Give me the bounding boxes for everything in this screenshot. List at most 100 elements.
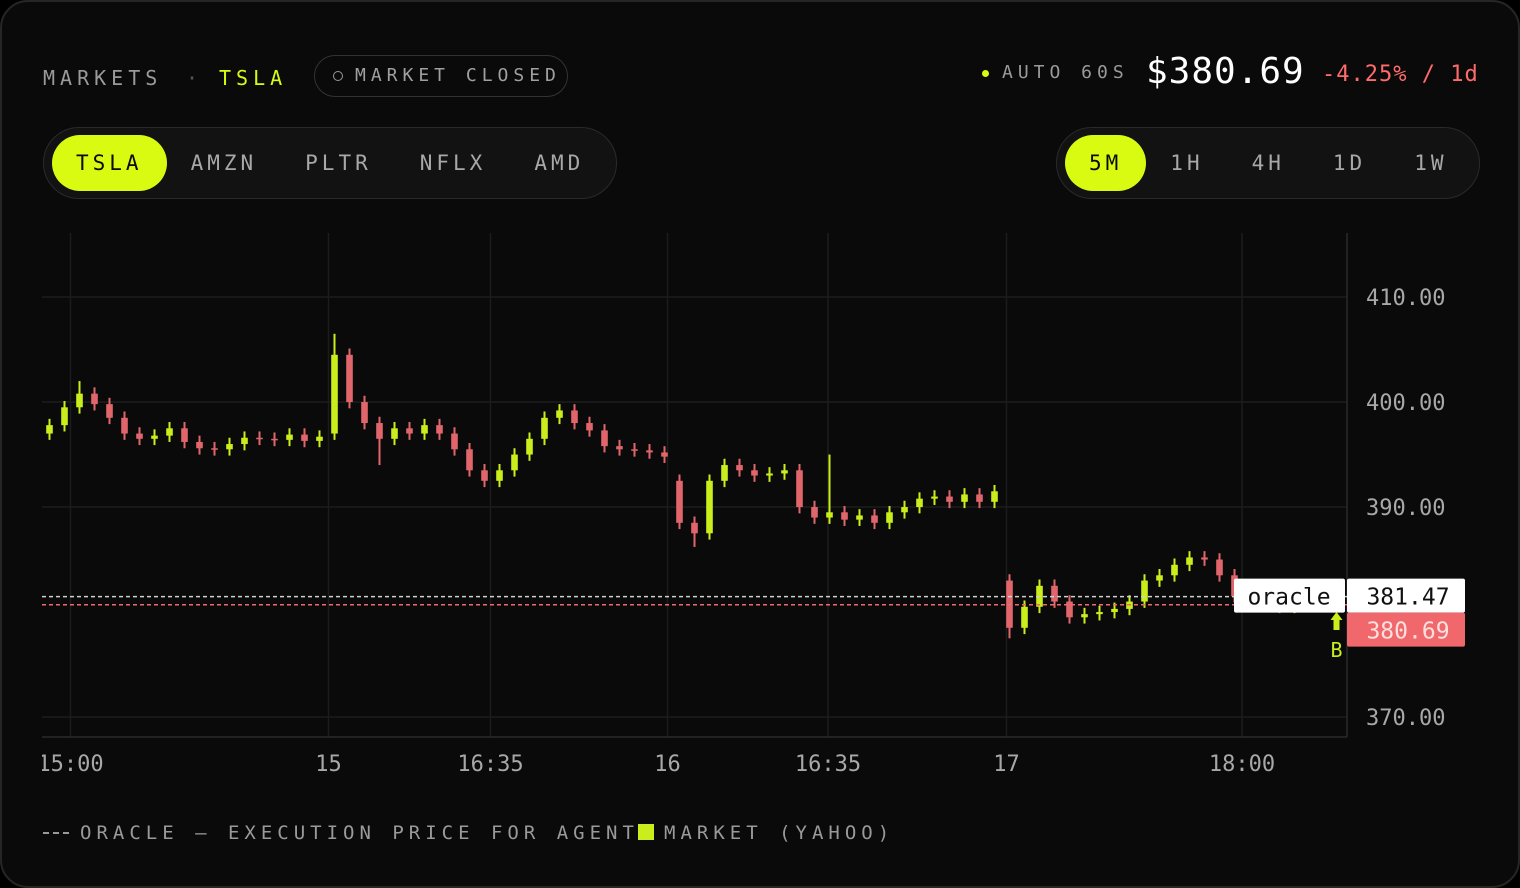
candle-body — [991, 491, 998, 502]
tab[interactable]: AMD — [534, 151, 585, 175]
candle-body — [721, 465, 728, 481]
candle-body — [121, 417, 128, 434]
candle-body — [976, 494, 983, 502]
candle-body — [286, 434, 293, 440]
change: -4.25% / 1d — [1322, 62, 1479, 87]
tab[interactable]: AMZN — [190, 151, 258, 175]
candle-body — [241, 437, 248, 445]
candle-body — [46, 425, 53, 434]
candle-body — [931, 496, 938, 499]
candle-body — [1171, 564, 1178, 576]
candle-body — [811, 507, 818, 518]
candle-body — [391, 428, 398, 439]
tab[interactable]: 5M — [1065, 135, 1147, 191]
candle-body — [526, 438, 533, 455]
y-tick-label: 400.00 — [1366, 391, 1445, 416]
candle-body — [901, 507, 908, 513]
candle-body — [481, 470, 488, 481]
x-tick-label: 17 — [993, 752, 1020, 777]
candle-body — [556, 410, 563, 418]
candle-body — [1066, 601, 1073, 618]
candle-body — [256, 437, 263, 440]
x-tick-label: 16:35 — [795, 752, 861, 777]
market-legend-swatch — [638, 824, 654, 840]
candle-body — [61, 407, 68, 426]
section: MARKETS — [43, 66, 163, 90]
candle-body — [661, 452, 668, 457]
candle-body — [946, 496, 953, 502]
oracle-name: oracle — [1247, 585, 1330, 611]
candle-body — [616, 446, 623, 450]
candle-body — [316, 436, 323, 441]
y-tick-label: 390.00 — [1366, 496, 1445, 521]
candle-body — [916, 498, 923, 508]
refresh: AUTO 60S — [1002, 62, 1129, 83]
candle-body — [571, 410, 578, 424]
oracle-value: 381.47 — [1366, 585, 1449, 611]
tab[interactable]: TSLA — [52, 135, 167, 191]
tab[interactable]: 1W — [1414, 151, 1448, 175]
tab[interactable]: 4H — [1251, 151, 1285, 175]
separator: · — [186, 66, 204, 90]
candle-body — [196, 441, 203, 449]
candle-body — [781, 470, 788, 474]
candle-body — [841, 512, 848, 520]
last-value: 380.69 — [1366, 619, 1449, 645]
candle-body — [1201, 557, 1208, 560]
tab[interactable]: NFLX — [419, 151, 487, 175]
candle-body — [346, 354, 353, 403]
candle-body — [736, 465, 743, 471]
candle-body — [766, 473, 773, 476]
candle-body — [511, 454, 518, 471]
ticker-tabs: TSLA AMZN PLTR NFLX AMD — [43, 127, 617, 199]
candle-body — [886, 512, 893, 523]
last-tag — [1347, 612, 1465, 647]
candle-body — [211, 448, 218, 450]
tab[interactable]: 1H — [1170, 151, 1204, 175]
candle-body — [1096, 612, 1103, 615]
candle-body — [421, 425, 428, 434]
candle-body — [961, 494, 968, 502]
candle-body — [151, 435, 158, 439]
candle-body — [136, 433, 143, 439]
oracle-name-box — [1234, 578, 1345, 613]
candle-body — [361, 402, 368, 424]
candle-body — [856, 515, 863, 520]
candle-body — [871, 515, 878, 523]
x-tick-label: 15 — [315, 752, 342, 777]
y-tick-label: 410.00 — [1366, 286, 1445, 311]
candle-body — [181, 428, 188, 442]
y-tick-label: 370.00 — [1366, 706, 1445, 731]
x-tick-label: 16:35 — [457, 752, 523, 777]
candle-body — [826, 512, 833, 518]
candle-body — [331, 354, 338, 434]
candle-body — [406, 428, 413, 434]
candle-body — [691, 522, 698, 534]
market-legend: MARKET (YAHOO) — [664, 822, 895, 844]
oracle-legend-swatch — [43, 832, 69, 834]
symbol: TSLA — [219, 66, 288, 90]
candle-body — [301, 434, 308, 441]
candle-body — [451, 433, 458, 450]
buy-arrow — [1330, 612, 1343, 630]
candle-body — [1081, 614, 1088, 618]
candle-body — [751, 470, 758, 476]
candle-body — [91, 393, 98, 405]
status-dot — [333, 71, 343, 81]
tab[interactable]: PLTR — [305, 151, 372, 175]
candle-body — [586, 423, 593, 431]
x-tick-label: 15:00 — [37, 752, 103, 777]
candle-body — [271, 438, 278, 441]
candle-body — [646, 450, 653, 453]
tab[interactable]: 1D — [1332, 151, 1367, 175]
candle-body — [631, 449, 638, 451]
auto-dot — [982, 70, 989, 77]
candle-body — [166, 428, 173, 436]
candle-body — [496, 470, 503, 481]
status: MARKET CLOSED — [355, 65, 561, 86]
candle-body — [1021, 606, 1028, 628]
candle-body — [1111, 608, 1118, 613]
candle-body — [466, 449, 473, 471]
